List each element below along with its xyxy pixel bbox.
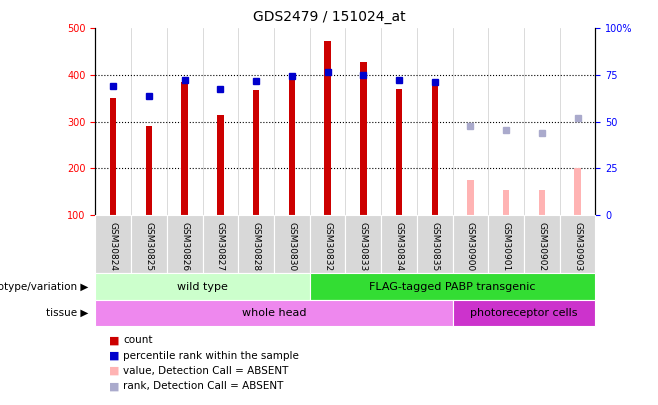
Bar [110, 98, 116, 215]
Text: GSM30901: GSM30901 [501, 222, 511, 271]
Bar [574, 168, 581, 215]
Bar [146, 126, 152, 215]
Bar [289, 79, 295, 215]
Bar [217, 115, 224, 215]
Text: percentile rank within the sample: percentile rank within the sample [123, 351, 299, 360]
Text: GSM30825: GSM30825 [145, 222, 153, 271]
Text: GSM30834: GSM30834 [395, 222, 403, 271]
Bar [182, 82, 188, 215]
Text: ■: ■ [109, 366, 119, 376]
Bar [360, 62, 367, 215]
Text: photoreceptor cells: photoreceptor cells [470, 308, 578, 318]
Bar [432, 86, 438, 215]
Text: GSM30903: GSM30903 [573, 222, 582, 271]
Bar [396, 89, 402, 215]
Bar [539, 190, 545, 215]
Bar [467, 180, 474, 215]
Text: value, Detection Call = ABSENT: value, Detection Call = ABSENT [123, 366, 288, 376]
Text: GDS2479 / 151024_at: GDS2479 / 151024_at [253, 10, 405, 24]
Text: tissue ▶: tissue ▶ [47, 308, 89, 318]
Text: FLAG-tagged PABP transgenic: FLAG-tagged PABP transgenic [369, 281, 536, 292]
Text: GSM30830: GSM30830 [288, 222, 296, 271]
Text: wild type: wild type [177, 281, 228, 292]
Text: GSM30902: GSM30902 [538, 222, 546, 271]
Text: GSM30900: GSM30900 [466, 222, 475, 271]
Text: ■: ■ [109, 335, 119, 345]
Text: GSM30826: GSM30826 [180, 222, 190, 271]
Text: ■: ■ [109, 351, 119, 360]
Text: count: count [123, 335, 153, 345]
Bar [503, 190, 509, 215]
Text: GSM30832: GSM30832 [323, 222, 332, 271]
Text: genotype/variation ▶: genotype/variation ▶ [0, 281, 89, 292]
Text: whole head: whole head [241, 308, 306, 318]
Text: ■: ■ [109, 382, 119, 391]
Text: GSM30833: GSM30833 [359, 222, 368, 271]
Text: GSM30827: GSM30827 [216, 222, 225, 271]
Text: rank, Detection Call = ABSENT: rank, Detection Call = ABSENT [123, 382, 284, 391]
Text: GSM30824: GSM30824 [109, 222, 118, 271]
Text: GSM30828: GSM30828 [251, 222, 261, 271]
Text: GSM30835: GSM30835 [430, 222, 440, 271]
Bar [253, 90, 259, 215]
Bar [324, 41, 331, 215]
